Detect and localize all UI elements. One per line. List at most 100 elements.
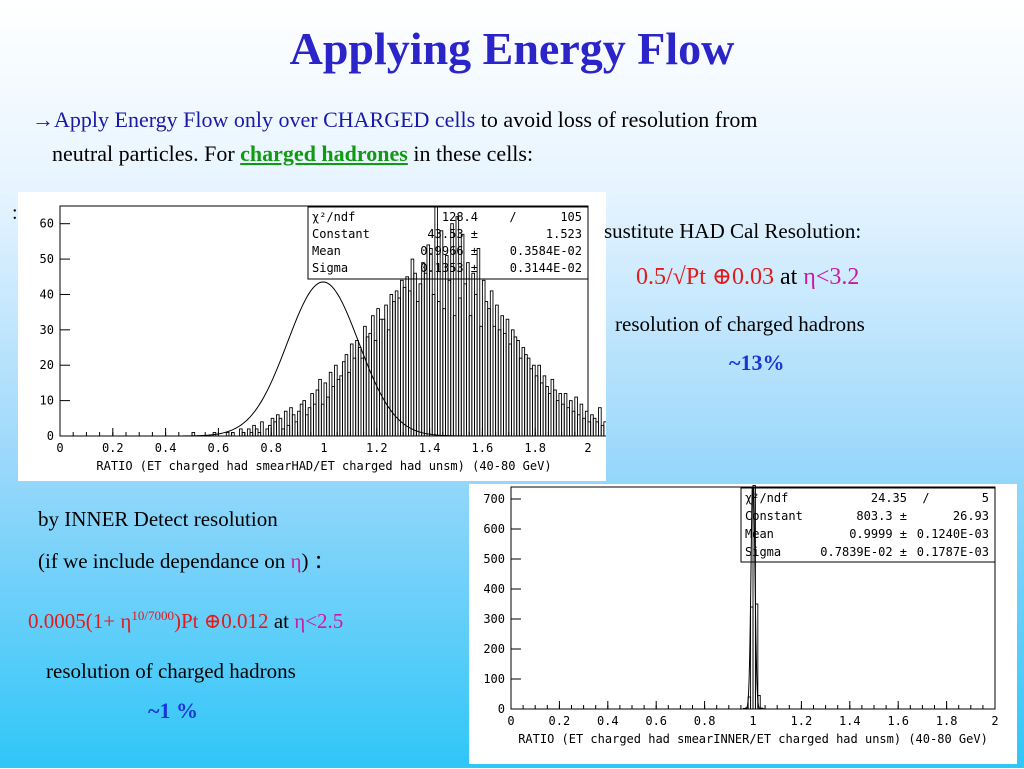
had-xtick-label: 0.4 (155, 441, 177, 455)
had-bin (604, 422, 606, 436)
had-ytick-label: 50 (40, 252, 54, 266)
inner-res-value: ~1 % (148, 698, 198, 724)
inner-formula-b: )Pt ⊕0.012 (174, 609, 269, 633)
inner-ytick-label: 600 (483, 522, 505, 536)
inner-ytick-label: 100 (483, 672, 505, 686)
had-res-value: ~13% (729, 350, 784, 376)
had-stat-error: 1.523 (546, 227, 582, 241)
had-ytick-label: 40 (40, 287, 54, 301)
inner-xtick-label: 0.8 (694, 714, 716, 728)
had-xtick-label: 2 (584, 441, 591, 455)
inner-eta2: η<2.5 (294, 609, 343, 633)
inner-stat-value: 24.35 (871, 491, 907, 505)
had-eta: η<3.2 (803, 264, 859, 290)
had-stat-value: 0.9966 ± (420, 244, 478, 258)
had-stat-value: 43.53 ± (427, 227, 478, 241)
arrow-icon: → (32, 107, 54, 132)
inner-ytick-label: 700 (483, 492, 505, 506)
intro-line-1: →Apply Energy Flow only over CHARGED cel… (32, 103, 992, 137)
had-formula: 0.5/√Pt ⊕0.03 (636, 264, 774, 290)
inner-stat-sep: / (922, 491, 929, 505)
had-stat-error: 0.3584E-02 (510, 244, 582, 258)
inner-formula-sup: 10/7000 (131, 608, 174, 623)
inner-xtick-label: 0 (507, 714, 514, 728)
had-stat-value: 128.4 (442, 210, 478, 224)
inner-eta-text: (if we include dependance on (38, 549, 290, 573)
inner-xlabel: RATIO (ET charged had smearINNER/ET char… (518, 732, 988, 746)
intro-bullet: →Apply Energy Flow only over CHARGED cel… (32, 103, 992, 171)
had-xtick-label: 0.6 (208, 441, 230, 455)
inner-ytick-label: 400 (483, 582, 505, 596)
intro-highlight: Apply Energy Flow only over CHARGED cell… (54, 107, 475, 132)
had-ytick-label: 10 (40, 394, 54, 408)
charged-hadrones-label: charged hadrones (240, 141, 408, 166)
inner-stat-name: Mean (745, 527, 774, 541)
had-ytick-label: 20 (40, 358, 54, 372)
had-stat-name: Constant (312, 227, 370, 241)
had-stat-name: χ²/ndf (312, 210, 355, 224)
had-charged-res: resolution of charged hadrons (615, 312, 865, 337)
had-ytick-label: 30 (40, 323, 54, 337)
inner-stat-value: 0.7839E-02 ± (820, 545, 907, 559)
intro-text-2a: neutral particles. For (52, 141, 240, 166)
inner-xtick-label: 1 (749, 714, 756, 728)
inner-stat-value: 803.3 ± (856, 509, 907, 523)
had-xtick-label: 0.8 (260, 441, 282, 455)
had-stat-error: 105 (560, 210, 582, 224)
inner-xtick-label: 1.2 (791, 714, 813, 728)
inner-ytick-label: 300 (483, 612, 505, 626)
inner-eta-line: (if we include dependance on η) : (38, 545, 322, 575)
had-stat-name: Mean (312, 244, 341, 258)
had-xtick-label: 1.6 (472, 441, 494, 455)
inner-stat-name: Sigma (745, 545, 781, 559)
had-ytick-label: 60 (40, 217, 54, 231)
had-stat-error: 0.3144E-02 (510, 261, 582, 275)
inner-xtick-label: 1.8 (936, 714, 958, 728)
inner-stat-name: χ²/ndf (745, 491, 788, 505)
inner-xtick-label: 1.4 (839, 714, 861, 728)
inner-ytick-label: 500 (483, 552, 505, 566)
inner-formula-line: 0.0005(1+ η10/7000)Pt ⊕0.012 at η<2.5 (28, 608, 343, 634)
inner-charged-res: resolution of charged hadrons (46, 659, 296, 684)
inner-colon: : (308, 545, 322, 574)
inner-xtick-label: 1.6 (887, 714, 909, 728)
had-formula-line: 0.5/√Pt ⊕0.03 at η<3.2 (636, 262, 859, 291)
had-resolution-heading: sustitute HAD Cal Resolution: (604, 219, 861, 244)
inner-stat-error: 0.1240E-03 (917, 527, 989, 541)
inner-stat-error: 26.93 (953, 509, 989, 523)
had-bin (232, 432, 235, 436)
had-at: at (774, 264, 803, 290)
inner-xtick-label: 0.6 (645, 714, 667, 728)
had-xtick-label: 1.8 (524, 441, 546, 455)
had-stat-sep: / (509, 210, 516, 224)
inner-stat-name: Constant (745, 509, 803, 523)
inner-xtick-label: 0.4 (597, 714, 619, 728)
inner-at: at (269, 609, 295, 633)
intro-text: to avoid loss of resolution from (475, 107, 757, 132)
page-title: Applying Energy Flow (0, 22, 1024, 75)
intro-line-2: neutral particles. For charged hadrones … (32, 137, 992, 171)
inner-ytick-label: 200 (483, 642, 505, 656)
had-xtick-label: 1.4 (419, 441, 441, 455)
inner-xtick-label: 2 (991, 714, 998, 728)
inner-eta-symbol: η (290, 549, 301, 573)
had-bin (226, 432, 229, 436)
stray-colon: : (12, 202, 18, 225)
had-bin (242, 432, 245, 436)
inner-stat-value: 0.9999 ± (849, 527, 907, 541)
had-xlabel: RATIO (ET charged had smearHAD/ET charge… (96, 459, 551, 473)
inner-ytick-label: 0 (498, 702, 505, 716)
intro-text-2c: in these cells: (408, 141, 533, 166)
inner-heading: by INNER Detect resolution (38, 507, 278, 532)
had-xtick-label: 1 (320, 441, 327, 455)
inner-formula-a: 0.0005(1+ η (28, 609, 131, 633)
inner-stat-error: 0.1787E-03 (917, 545, 989, 559)
had-bin (261, 422, 264, 436)
had-xtick-label: 0 (56, 441, 63, 455)
had-stat-name: Sigma (312, 261, 348, 275)
had-stat-value: 0.1353 ± (420, 261, 478, 275)
